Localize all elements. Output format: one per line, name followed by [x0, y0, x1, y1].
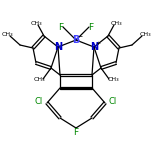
Text: Cl: Cl — [35, 97, 43, 107]
Text: F: F — [88, 22, 93, 31]
Text: Cl: Cl — [109, 97, 117, 107]
Text: F: F — [73, 128, 79, 137]
Text: CH₃: CH₃ — [110, 21, 122, 26]
Text: N: N — [54, 42, 62, 52]
Text: N: N — [90, 42, 98, 52]
Text: −: − — [77, 34, 83, 38]
Text: CH₃: CH₃ — [33, 78, 45, 83]
Text: F: F — [59, 22, 64, 31]
Text: +: + — [95, 41, 101, 45]
Text: B: B — [72, 35, 80, 45]
Text: CH₃: CH₃ — [1, 31, 13, 36]
Text: CH₃: CH₃ — [107, 78, 119, 83]
Text: CH₃: CH₃ — [139, 31, 151, 36]
Text: CH₃: CH₃ — [30, 21, 42, 26]
